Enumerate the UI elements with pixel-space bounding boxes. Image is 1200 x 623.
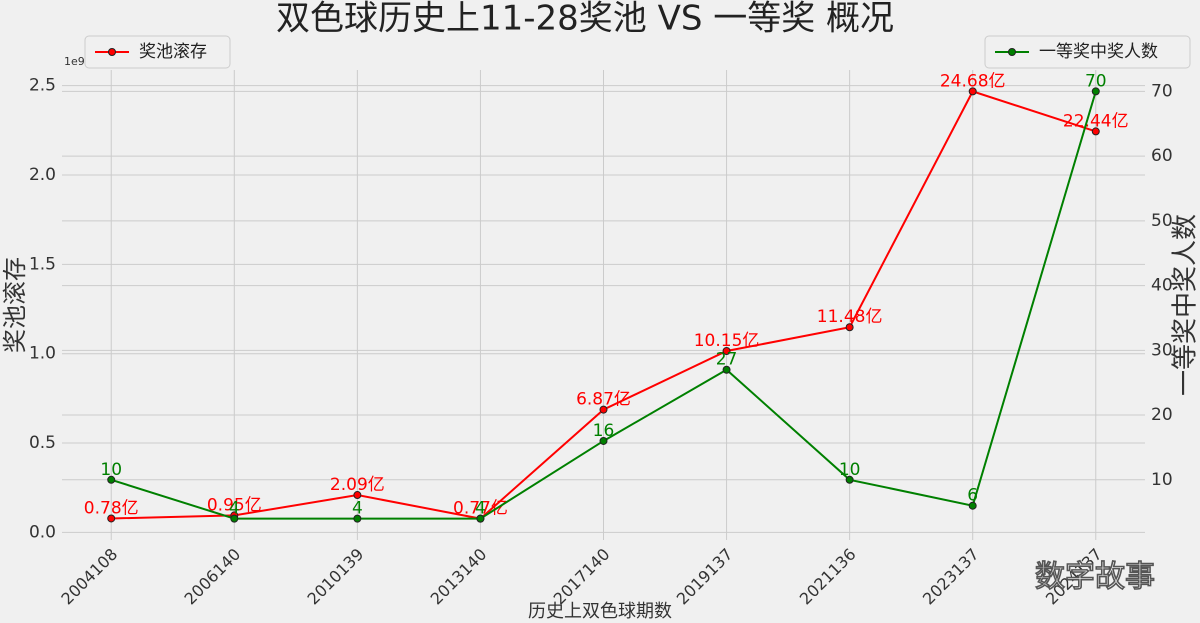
legend-box <box>984 35 1191 69</box>
data-point <box>722 347 731 356</box>
data-label: 0.95亿 <box>207 495 262 515</box>
data-point <box>845 323 854 332</box>
data-label: 10 <box>839 460 861 480</box>
y2-tick-label: 50 <box>1151 211 1173 231</box>
y2-tick-label: 40 <box>1151 276 1173 296</box>
data-label: 24.68亿 <box>940 71 1006 91</box>
data-point <box>968 501 977 510</box>
y-tick-label: 0.0 <box>29 522 56 542</box>
data-point <box>1091 127 1100 136</box>
data-label: 4 <box>475 499 486 519</box>
data-point <box>722 365 731 374</box>
data-label: 11.48亿 <box>817 307 883 327</box>
data-point <box>353 514 362 523</box>
data-label: 0.78亿 <box>84 498 139 518</box>
data-point <box>599 436 608 445</box>
data-point <box>968 87 977 96</box>
y2-tick-label: 30 <box>1151 340 1173 360</box>
legend-box <box>84 35 231 69</box>
legend-label: 奖池滚存 <box>139 42 207 62</box>
data-point <box>1091 87 1100 96</box>
y-axis-label: 奖池滚存 <box>1 257 29 353</box>
legend-label: 一等奖中奖人数 <box>1039 42 1158 62</box>
data-label: 10 <box>100 460 122 480</box>
data-point <box>476 514 485 523</box>
data-label: 4 <box>352 499 363 519</box>
data-point <box>230 514 239 523</box>
data-label: 10.15亿 <box>694 331 760 351</box>
y2-tick-label: 10 <box>1151 470 1173 490</box>
data-label: 0.77亿 <box>453 499 508 519</box>
y-offset-label: 1e9 <box>64 55 85 68</box>
legend-marker <box>1008 48 1016 56</box>
y-tick-label: 2.5 <box>29 76 56 96</box>
y-tick-label: 1.5 <box>29 254 56 274</box>
data-point <box>845 475 854 484</box>
y-tick-label: 0.5 <box>29 433 56 453</box>
data-label: 6 <box>967 486 978 506</box>
y2-tick-label: 20 <box>1151 405 1173 425</box>
data-label: 2.09亿 <box>330 475 385 495</box>
data-label: 22.44亿 <box>1063 111 1129 131</box>
data-label: 27 <box>716 350 738 370</box>
data-label: 6.87亿 <box>576 390 631 410</box>
y2-tick-label: 60 <box>1151 146 1173 166</box>
data-label: 16 <box>593 421 615 441</box>
data-label: 70 <box>1085 71 1107 91</box>
y2-axis-label: 一等奖中奖人数 <box>1171 214 1200 396</box>
y2-tick-label: 70 <box>1151 81 1173 101</box>
chart-title: 双色球历史上11-28奖池 VS 一等奖 概况 <box>276 0 894 39</box>
data-point <box>353 491 362 500</box>
data-point <box>599 405 608 414</box>
legend-marker <box>108 48 116 56</box>
data-label: 4 <box>229 499 240 519</box>
data-point <box>107 514 116 523</box>
y-tick-label: 2.0 <box>29 165 56 185</box>
y-tick-label: 1.0 <box>29 344 56 364</box>
watermark: 数字故事 <box>1035 560 1155 595</box>
x-axis-label: 历史上双色球期数 <box>528 601 672 622</box>
data-point <box>107 475 116 484</box>
